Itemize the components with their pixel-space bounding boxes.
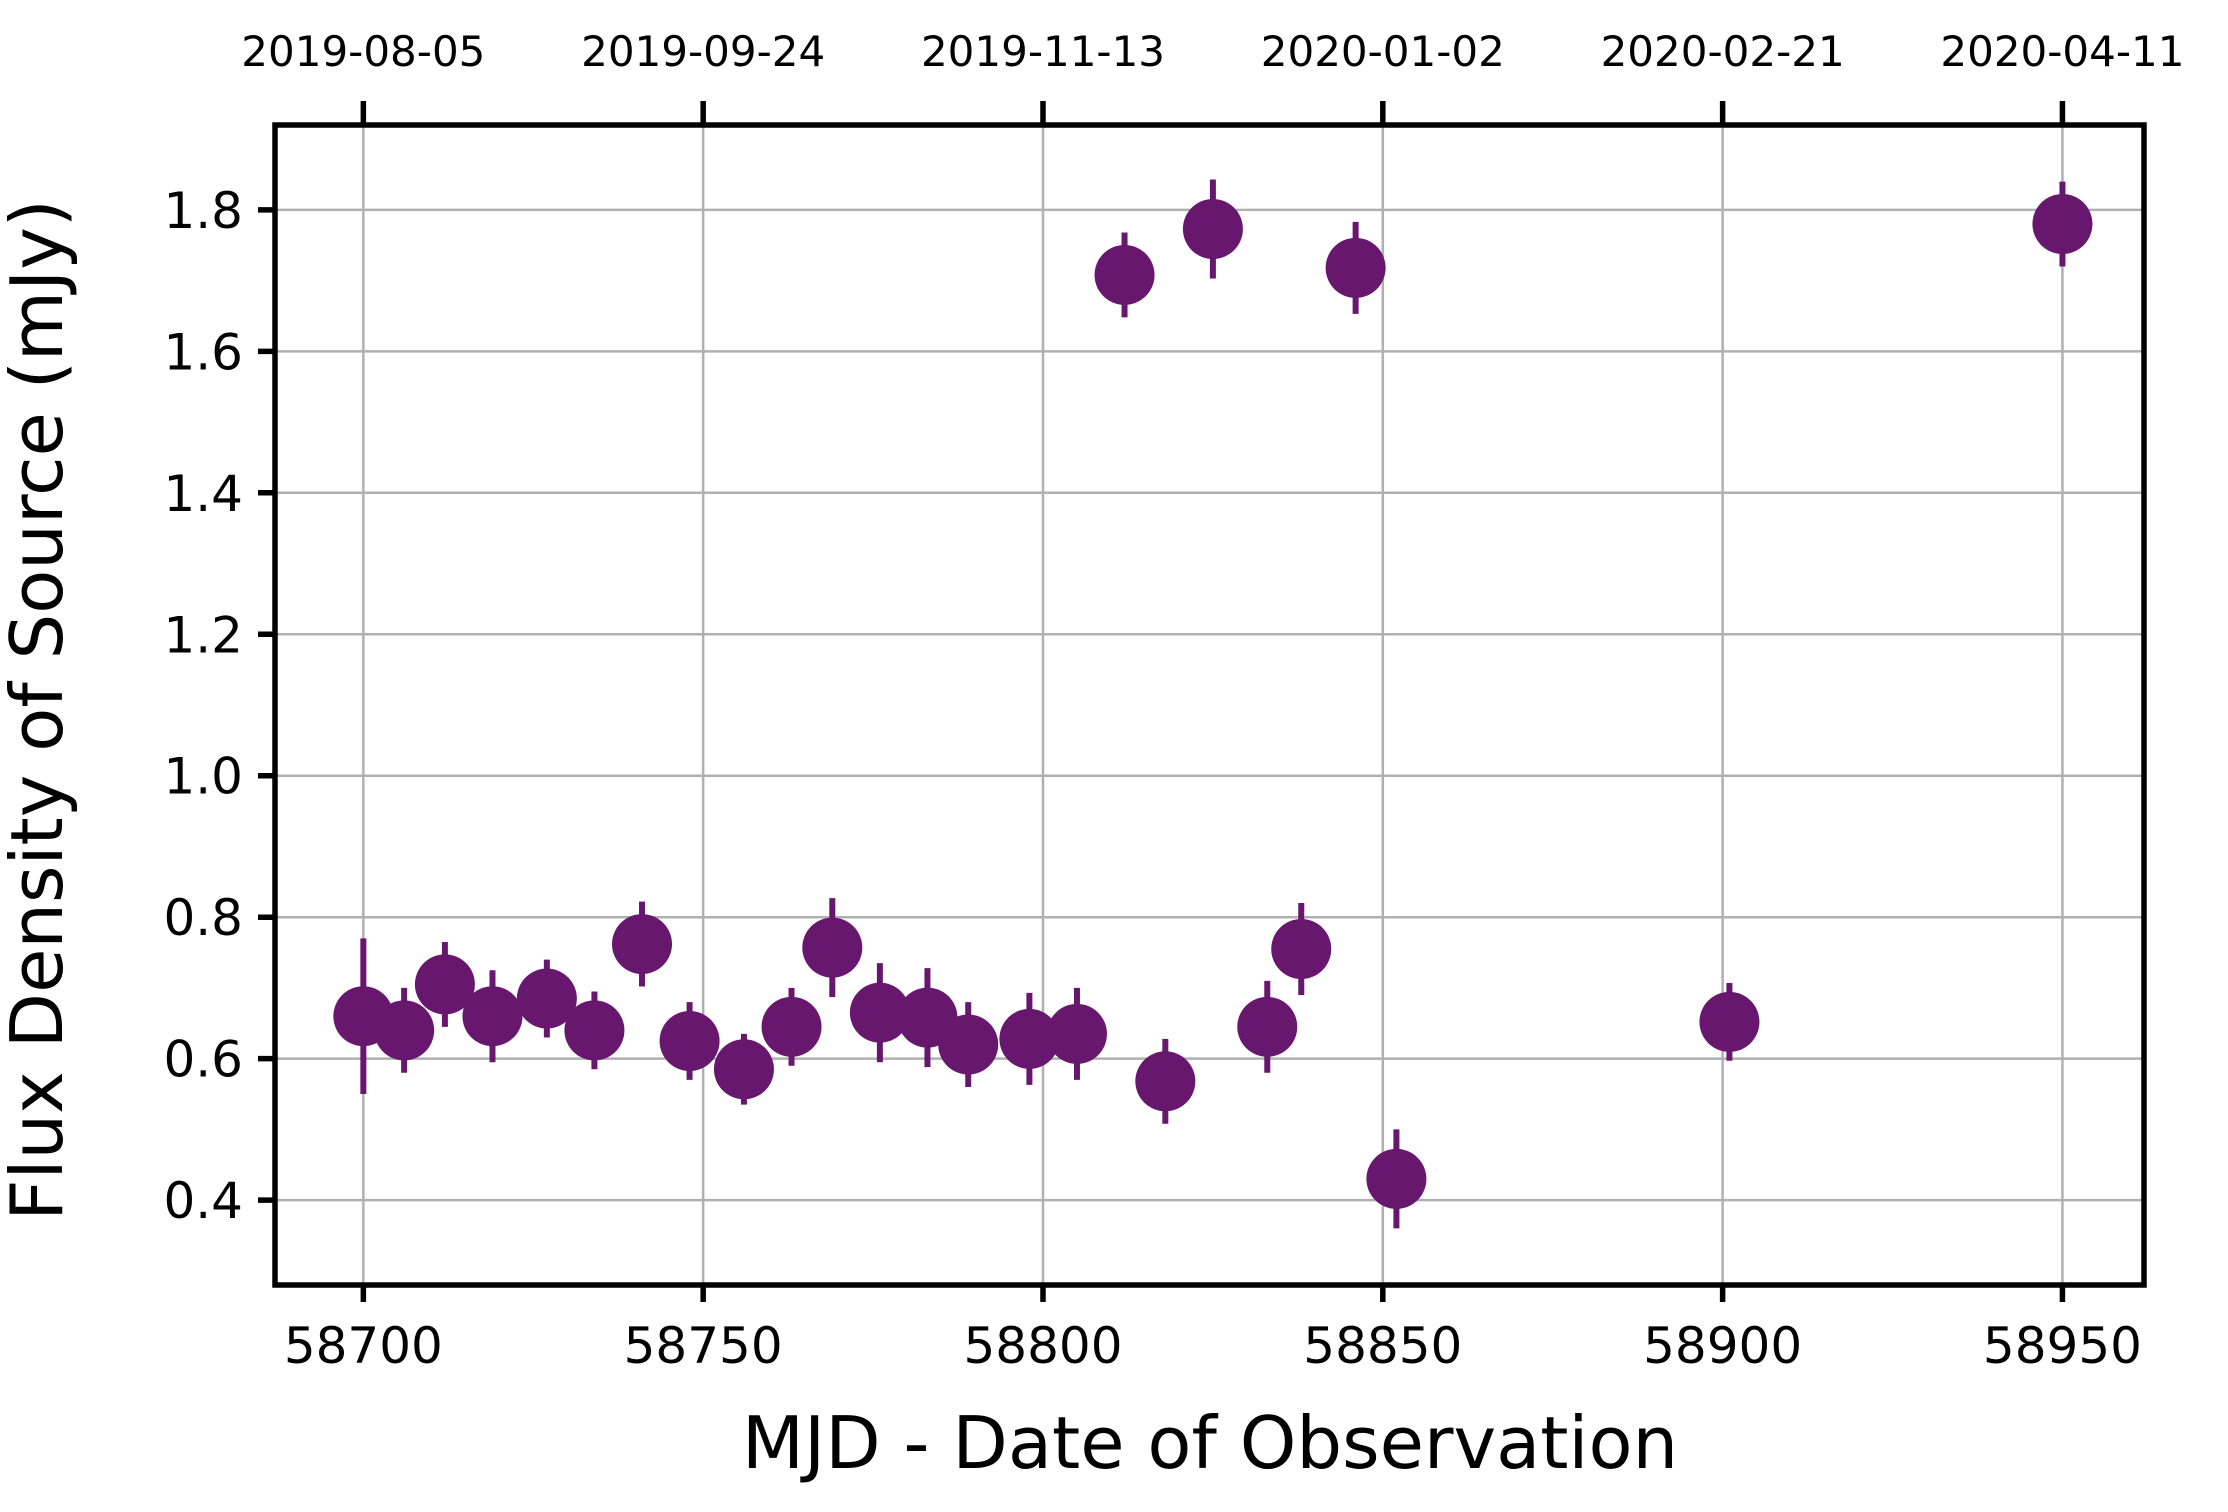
data-point [2032, 194, 2093, 255]
data-point [414, 954, 475, 1015]
top-tick-label: 2019-09-24 [581, 27, 825, 76]
data-point [1366, 1148, 1427, 1209]
y-tick-label: 0.8 [163, 889, 243, 947]
top-tick-label: 2020-04-11 [1940, 27, 2184, 76]
y-tick-label: 0.4 [163, 1172, 243, 1230]
y-tick-label: 1.6 [163, 323, 243, 381]
x-tick-label: 58800 [963, 1317, 1122, 1375]
y-tick-label: 1.0 [163, 748, 243, 806]
x-tick-label: 58700 [284, 1317, 443, 1375]
data-point [1237, 996, 1298, 1057]
data-point [802, 917, 863, 978]
data-point [659, 1010, 720, 1071]
y-tick-label: 1.8 [163, 182, 243, 240]
data-point [612, 914, 673, 975]
x-tick-label: 58850 [1303, 1317, 1462, 1375]
y-tick-label: 1.4 [163, 465, 243, 523]
top-tick-label: 2019-11-13 [921, 27, 1165, 76]
plot-frame [272, 122, 2147, 1288]
data-point [849, 982, 910, 1043]
data-series [333, 179, 2093, 1229]
data-point [1699, 991, 1760, 1052]
data-point [1271, 919, 1332, 980]
data-point [462, 986, 523, 1047]
top-tick-label: 2020-02-21 [1601, 27, 1845, 76]
data-point [1182, 198, 1243, 259]
data-point [938, 1014, 999, 1075]
data-point [516, 968, 577, 1029]
data-point [564, 1000, 625, 1061]
data-point [1094, 244, 1155, 305]
x-tick-label: 58750 [624, 1317, 783, 1375]
data-point [1325, 237, 1386, 298]
data-point [999, 1008, 1060, 1069]
x-tick-label: 58900 [1643, 1317, 1802, 1375]
data-point [761, 996, 822, 1057]
x-tick-label: 58950 [1983, 1317, 2142, 1375]
data-point [1046, 1003, 1107, 1064]
x-axis-title: MJD - Date of Observation [742, 1401, 1678, 1485]
top-tick-label: 2020-01-02 [1261, 27, 1505, 76]
axis-ticks: 58700 58750 58800 58850 58900 58950 0.4 0.6 0.8 1… [163, 27, 2184, 1375]
y-tick-label: 0.6 [163, 1031, 243, 1089]
data-point [713, 1039, 774, 1100]
y-tick-label: 1.2 [163, 606, 243, 664]
data-point [1135, 1051, 1196, 1112]
top-tick-label: 2019-08-05 [241, 27, 485, 76]
y-axis-title: Flux Density of Source (mJy) [0, 199, 79, 1221]
data-point [374, 1000, 435, 1061]
